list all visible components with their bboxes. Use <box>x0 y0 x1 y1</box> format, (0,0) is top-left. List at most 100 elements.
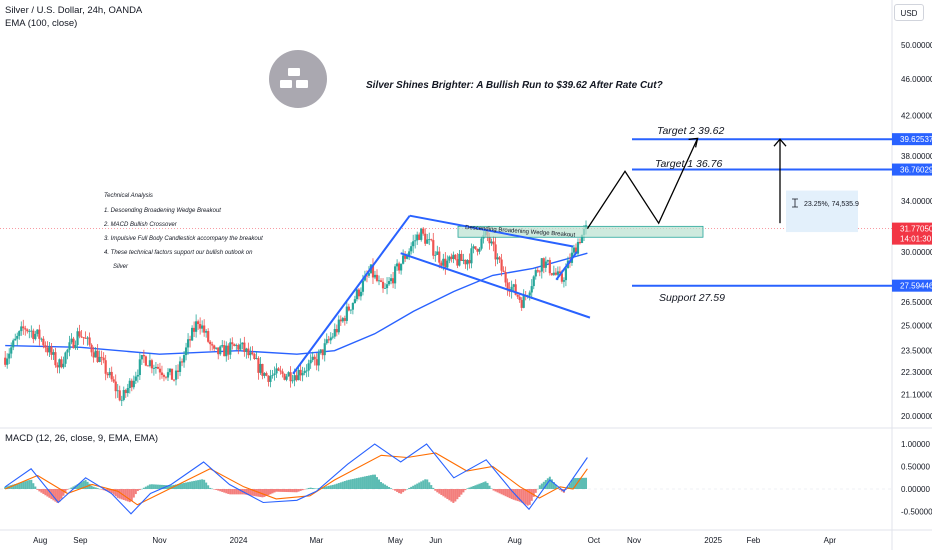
macd-histogram-bar <box>480 482 483 489</box>
macd-histogram-bar <box>311 487 314 489</box>
candle-body <box>36 329 39 334</box>
macd-histogram-bar <box>42 489 45 494</box>
candle-body <box>412 241 415 247</box>
candle-body <box>106 373 109 376</box>
candle-body <box>562 280 566 282</box>
candle-body <box>490 241 493 244</box>
candle-body <box>267 375 270 382</box>
macd-histogram-bar <box>544 480 547 489</box>
candle-body <box>186 339 190 348</box>
candle-body <box>440 262 443 266</box>
candle-body <box>522 295 525 308</box>
macd-histogram-bar <box>217 489 220 491</box>
candle-body <box>104 360 107 374</box>
candle-body <box>8 353 11 359</box>
candle-body <box>418 234 421 240</box>
macd-histogram-bar <box>394 489 397 491</box>
axis-layer: 50.00000 46.00000 42.00000 38.00000 34.00000… <box>892 41 932 517</box>
macd-histogram-bar <box>56 489 59 503</box>
macd-histogram-bar <box>269 489 272 495</box>
candle-body <box>476 248 479 252</box>
candle-body <box>442 258 445 266</box>
candle-body <box>255 358 258 359</box>
candle-body <box>578 241 582 243</box>
currency-button[interactable]: USD <box>894 4 924 21</box>
candle-body <box>130 380 133 388</box>
candle-body <box>331 336 334 338</box>
macd-histogram-bar <box>502 489 505 496</box>
candle-body <box>387 281 391 285</box>
macd-histogram-bar <box>305 488 308 490</box>
macd-histogram-bar <box>386 485 389 489</box>
macd-histogram-bar <box>60 489 63 499</box>
macd-histogram-bar <box>408 487 411 489</box>
macd-histogram-bar <box>301 489 304 491</box>
measure-box <box>786 190 858 233</box>
candle-body <box>72 338 75 349</box>
candle-body <box>203 325 206 333</box>
macd-histogram-bar <box>494 489 497 492</box>
candle-body <box>492 241 495 245</box>
macd-histogram-bar <box>353 478 356 489</box>
macd-histogram-bar <box>369 475 372 489</box>
macd-histogram-bar <box>68 488 71 490</box>
candle-body <box>466 260 469 265</box>
macd-legend: MACD (12, 26, close, 9, EMA, EMA) <box>5 433 158 444</box>
macd-histogram-bar <box>122 489 125 501</box>
candle-body <box>426 239 429 244</box>
macd-histogram-bar <box>454 489 457 502</box>
macd-histogram-bar <box>193 480 196 489</box>
candle-body <box>126 388 129 394</box>
candle-body <box>381 281 385 289</box>
notes-heading: Technical Analysis <box>104 193 153 199</box>
macd-histogram-bar <box>146 485 149 489</box>
macd-histogram-bar <box>418 482 421 489</box>
candle-body <box>303 370 306 374</box>
candle-body <box>367 273 371 276</box>
macd-histogram-bar <box>40 489 43 493</box>
price-tick-label: 20.00000 <box>901 412 932 421</box>
macd-histogram-bar <box>281 489 284 492</box>
macd-histogram-bar <box>446 489 449 499</box>
macd-histogram-bar <box>572 478 575 489</box>
candle-body <box>243 342 246 352</box>
breakout-line <box>555 251 578 281</box>
macd-histogram-bar <box>78 483 81 489</box>
macd-histogram-bar <box>205 482 208 489</box>
time-tick-label: Jun <box>429 536 442 545</box>
macd-histogram-bar <box>66 489 69 490</box>
candle-body <box>82 337 85 339</box>
macd-histogram-bar <box>289 489 292 493</box>
candle-body <box>452 254 455 260</box>
macd-histogram-bar <box>102 489 105 491</box>
candle-body <box>54 352 57 366</box>
macd-histogram-bar <box>52 489 55 501</box>
candle-body <box>416 234 419 241</box>
macd-histogram-bar <box>124 489 127 501</box>
macd-histogram-bar <box>436 489 439 493</box>
macd-histogram-bar <box>94 487 97 489</box>
macd-histogram-bar <box>339 482 342 489</box>
technical-analysis-notes: Technical Analysis 1. Descending Broaden… <box>103 193 263 270</box>
candle-body <box>540 258 543 272</box>
candle-body <box>474 246 477 249</box>
candle-body <box>281 371 284 374</box>
candle-body <box>18 331 21 336</box>
time-tick-label: Mar <box>309 536 323 545</box>
candle-body <box>124 390 127 394</box>
candle-body <box>393 266 397 284</box>
macd-histogram-bar <box>488 485 491 489</box>
ema-layer <box>5 252 588 355</box>
macd-histogram-bar <box>265 489 268 497</box>
macd-histogram-bar <box>530 489 533 501</box>
headline: Silver Shines Brighter: A Bullish Run to… <box>366 80 663 91</box>
candle-body <box>4 357 7 365</box>
price-badge-label: 31.77050 <box>900 225 932 234</box>
candle-body <box>480 238 483 249</box>
candle-body <box>422 228 425 234</box>
macd-histogram-bar <box>570 480 573 489</box>
macd-histogram-bar <box>426 479 429 489</box>
macd-histogram-bar <box>126 489 129 502</box>
